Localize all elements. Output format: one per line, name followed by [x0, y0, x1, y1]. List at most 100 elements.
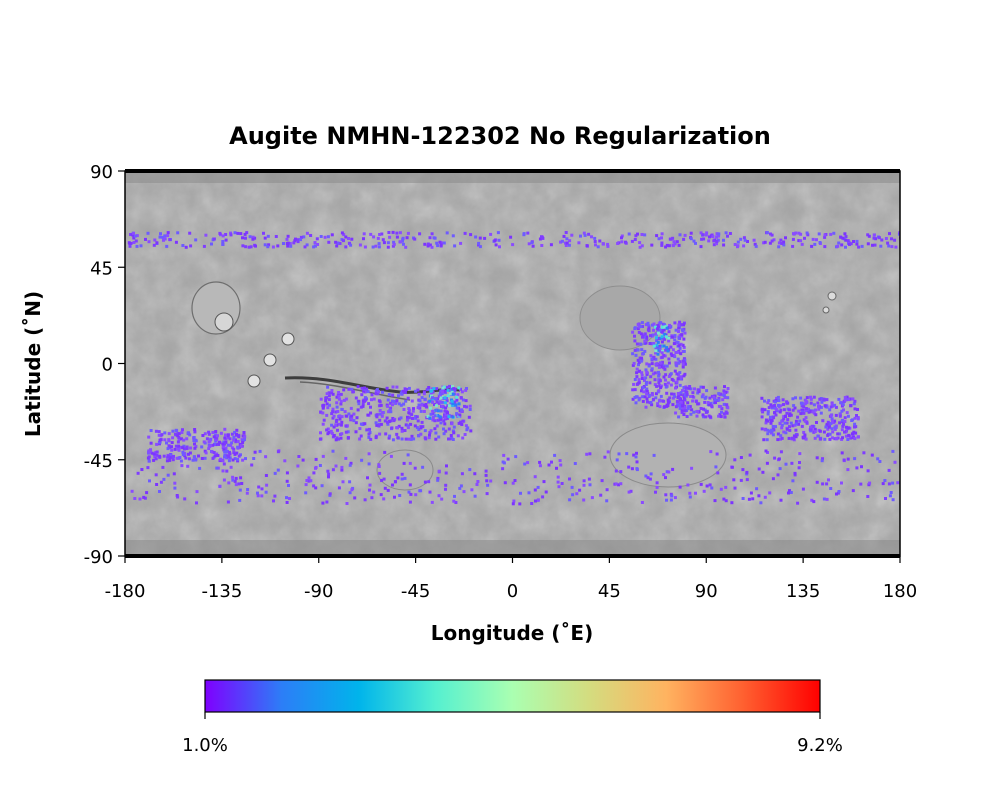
abundance-pixel: [203, 456, 207, 460]
abundance-pixel: [815, 238, 818, 242]
abundance-pixel: [407, 490, 411, 494]
abundance-pixel: [606, 244, 610, 248]
abundance-pixel: [671, 403, 675, 407]
abundance-pixel: [777, 241, 781, 245]
abundance-pixel: [301, 458, 305, 462]
abundance-pixel: [794, 396, 797, 400]
abundance-pixel: [451, 429, 455, 433]
abundance-pixel: [375, 423, 379, 427]
abundance-pixel: [207, 440, 211, 444]
abundance-pixel: [648, 381, 652, 385]
abundance-pixel: [415, 426, 419, 430]
abundance-pixel: [398, 231, 402, 235]
abundance-pixel: [657, 370, 660, 374]
abundance-pixel: [526, 231, 530, 235]
abundance-pixel: [293, 239, 297, 243]
abundance-pixel: [651, 333, 655, 337]
abundance-pixel: [347, 412, 351, 416]
abundance-pixel: [152, 243, 156, 247]
abundance-pixel: [847, 398, 851, 402]
abundance-pixel: [645, 370, 649, 374]
abundance-pixel: [285, 479, 289, 483]
abundance-pixel: [238, 498, 242, 502]
colorbar-max-label: 9.2%: [797, 735, 843, 756]
abundance-pixel: [331, 407, 335, 411]
abundance-pixel: [678, 333, 682, 337]
abundance-pixel: [791, 408, 795, 412]
abundance-pixel: [458, 409, 462, 413]
abundance-pixel: [879, 244, 883, 248]
abundance-pixel: [168, 456, 172, 460]
abundance-pixel: [849, 436, 853, 440]
abundance-pixel: [708, 235, 711, 239]
abundance-pixel: [846, 457, 850, 461]
abundance-pixel: [843, 430, 846, 434]
abundance-pixel: [813, 430, 817, 433]
abundance-pixel: [189, 446, 193, 450]
abundance-pixel: [342, 233, 346, 237]
abundance-pixel: [816, 434, 820, 438]
abundance-pixel: [856, 417, 860, 421]
abundance-pixel: [192, 436, 196, 439]
abundance-pixel: [851, 489, 855, 493]
abundance-pixel: [238, 488, 242, 492]
abundance-pixel: [134, 239, 138, 243]
abundance-pixel: [845, 395, 849, 399]
abundance-pixel: [849, 242, 853, 246]
abundance-pixel: [596, 245, 600, 249]
abundance-pixel: [805, 400, 809, 404]
abundance-pixel: [511, 502, 515, 506]
abundance-pixel: [451, 392, 455, 396]
abundance-pixel: [667, 361, 671, 365]
abundance-pixel: [640, 321, 644, 325]
abundance-pixel: [840, 243, 844, 247]
abundance-pixel: [672, 240, 676, 244]
abundance-pixel: [630, 467, 634, 471]
abundance-pixel: [669, 345, 673, 349]
abundance-pixel: [652, 342, 656, 345]
abundance-pixel: [647, 394, 651, 397]
abundance-pixel: [798, 461, 801, 464]
abundance-pixel: [662, 328, 666, 332]
abundance-pixel: [389, 410, 393, 414]
abundance-pixel: [384, 432, 388, 436]
abundance-pixel: [640, 501, 644, 504]
abundance-pixel: [774, 413, 778, 417]
abundance-pixel: [822, 430, 826, 434]
abundance-pixel: [296, 240, 300, 244]
abundance-pixel: [825, 398, 829, 402]
y-tick-label: -90: [84, 547, 113, 568]
abundance-pixel: [230, 432, 234, 436]
abundance-pixel: [644, 341, 648, 345]
abundance-pixel: [637, 378, 641, 382]
abundance-pixel: [880, 238, 884, 242]
abundance-pixel: [452, 387, 456, 391]
abundance-pixel: [699, 482, 703, 486]
abundance-pixel: [215, 436, 218, 440]
abundance-pixel: [637, 363, 640, 367]
abundance-pixel: [439, 421, 443, 425]
abundance-pixel: [400, 429, 404, 433]
abundance-pixel: [179, 459, 183, 463]
abundance-pixel: [752, 238, 756, 242]
abundance-pixel: [846, 239, 850, 243]
y-tick-label: 90: [90, 162, 113, 183]
abundance-pixel: [555, 466, 558, 470]
abundance-pixel: [891, 498, 895, 502]
abundance-pixel: [677, 243, 681, 247]
abundance-pixel: [717, 392, 721, 396]
abundance-pixel: [441, 390, 445, 394]
abundance-pixel: [773, 400, 777, 404]
abundance-pixel: [430, 245, 434, 249]
abundance-pixel: [751, 497, 755, 501]
abundance-pixel: [346, 436, 350, 440]
abundance-pixel: [779, 404, 783, 408]
abundance-pixel: [193, 430, 197, 434]
abundance-pixel: [708, 403, 712, 407]
abundance-pixel: [163, 431, 167, 435]
abundance-pixel: [431, 400, 435, 404]
abundance-pixel: [839, 235, 843, 239]
abundance-pixel: [708, 396, 712, 400]
abundance-pixel: [415, 415, 419, 419]
abundance-pixel: [830, 402, 834, 406]
